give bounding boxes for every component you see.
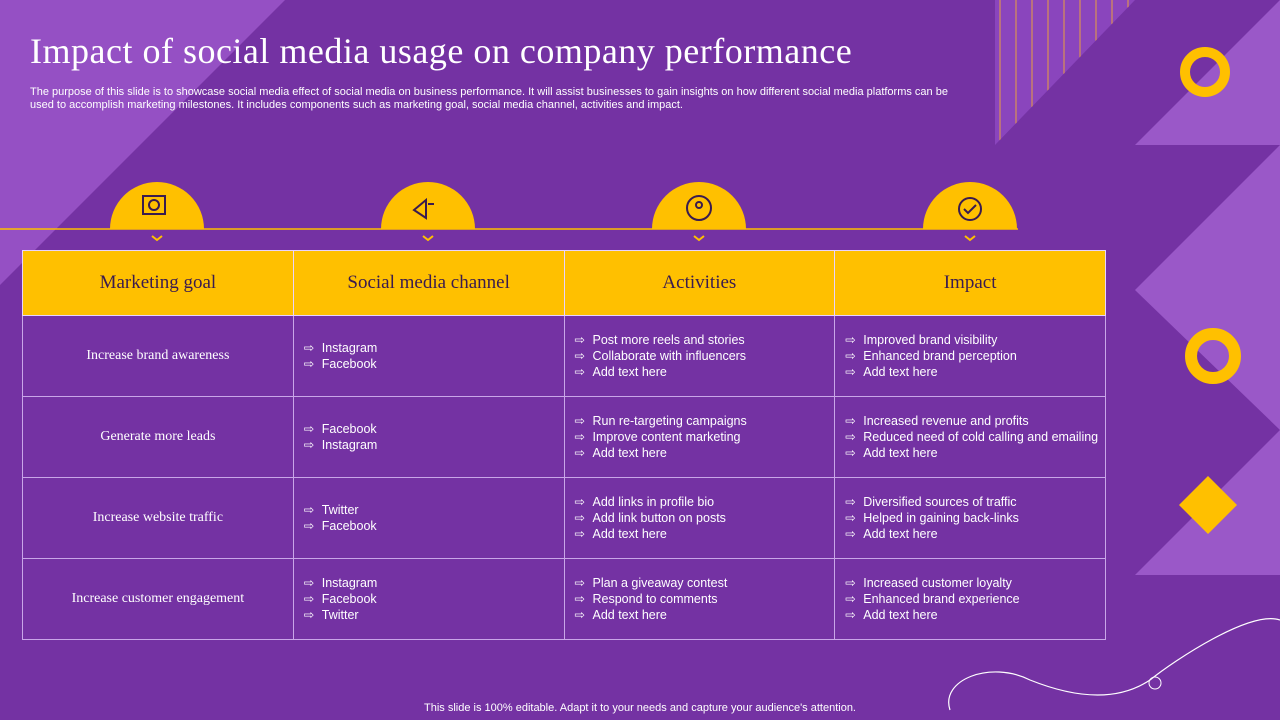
list-cell: Post more reels and storiesCollaborate w… [563, 315, 836, 397]
bullet-list: Post more reels and storiesCollaborate w… [565, 332, 835, 380]
bullet-item: Add text here [845, 445, 1105, 461]
column-header: Social media channel [292, 250, 565, 316]
bullet-list: Run re-targeting campaignsImprove conten… [565, 413, 835, 461]
bullet-item: Facebook [304, 518, 564, 534]
table-row: Increase brand awarenessInstagramFaceboo… [22, 315, 1106, 397]
goal-cell: Increase brand awareness [22, 315, 294, 397]
list-cell: Run re-targeting campaignsImprove conten… [563, 396, 836, 478]
goal-cell: Increase customer engagement [22, 558, 294, 640]
bullet-list: Add links in profile bioAdd link button … [565, 494, 835, 542]
table-body: Increase brand awarenessInstagramFaceboo… [22, 315, 1106, 640]
list-cell: InstagramFacebook [292, 315, 565, 397]
bullet-item: Post more reels and stories [575, 332, 835, 348]
bullet-item: Add text here [575, 526, 835, 542]
bullet-item: Increased revenue and profits [845, 413, 1105, 429]
bullet-item: Enhanced brand perception [845, 348, 1105, 364]
bullet-item: Diversified sources of traffic [845, 494, 1105, 510]
bullet-item: Facebook [304, 591, 564, 607]
bullet-list: InstagramFacebookTwitter [294, 575, 564, 623]
bullet-item: Add text here [575, 445, 835, 461]
bullet-list: InstagramFacebook [294, 340, 564, 372]
bullet-item: Respond to comments [575, 591, 835, 607]
list-cell: Increased customer loyaltyEnhanced brand… [834, 558, 1106, 640]
column-header: Impact [834, 250, 1106, 316]
bullet-item: Improved brand visibility [845, 332, 1105, 348]
bullet-item: Enhanced brand experience [845, 591, 1105, 607]
bullet-item: Collaborate with influencers [575, 348, 835, 364]
list-cell: Diversified sources of trafficHelped in … [834, 477, 1106, 559]
bullet-item: Add text here [575, 607, 835, 623]
bullet-item: Twitter [304, 607, 564, 623]
header-row: Marketing goal Social media channel Activi… [22, 250, 1106, 316]
bullet-item: Twitter [304, 502, 564, 518]
bullet-list: Increased customer loyaltyEnhanced brand… [835, 575, 1105, 623]
bullet-list: Plan a giveaway contestRespond to commen… [565, 575, 835, 623]
column-header: Marketing goal [22, 250, 294, 316]
bullet-item: Add links in profile bio [575, 494, 835, 510]
column-header: Activities [563, 250, 836, 316]
bullet-item: Instagram [304, 340, 564, 356]
bullet-item: Reduced need of cold calling and emailin… [845, 429, 1105, 445]
bullet-item: Improve content marketing [575, 429, 835, 445]
goal-cell: Increase website traffic [22, 477, 294, 559]
list-cell: TwitterFacebook [292, 477, 565, 559]
bullet-item: Add text here [845, 607, 1105, 623]
bullet-item: Add text here [575, 364, 835, 380]
bullet-item: Facebook [304, 356, 564, 372]
bullet-item: Helped in gaining back-links [845, 510, 1105, 526]
bullet-item: Facebook [304, 421, 564, 437]
table-row: Increase customer engagementInstagramFac… [22, 558, 1106, 640]
bullet-item: Plan a giveaway contest [575, 575, 835, 591]
list-cell: InstagramFacebookTwitter [292, 558, 565, 640]
bullet-item: Add text here [845, 526, 1105, 542]
bullet-item: Add link button on posts [575, 510, 835, 526]
bullet-item: Increased customer loyalty [845, 575, 1105, 591]
bullet-list: Increased revenue and profitsReduced nee… [835, 413, 1105, 461]
bullet-item: Instagram [304, 575, 564, 591]
description: The purpose of this slide is to showcase… [30, 86, 948, 111]
bullet-list: TwitterFacebook [294, 502, 564, 534]
list-cell: Improved brand visibilityEnhanced brand … [834, 315, 1106, 397]
table-row: Increase website trafficTwitterFacebookA… [22, 477, 1106, 559]
bullet-item: Run re-targeting campaigns [575, 413, 835, 429]
list-cell: FacebookInstagram [292, 396, 565, 478]
footer: This slide is 100% editable. Adapt it to… [424, 702, 856, 714]
table: Marketing goal Social media channel Activi… [22, 250, 1106, 640]
list-cell: Increased revenue and profitsReduced nee… [834, 396, 1106, 478]
table-row: Generate more leadsFacebookInstagramRun … [22, 396, 1106, 478]
bullet-item: Add text here [845, 364, 1105, 380]
goal-cell: Generate more leads [22, 396, 294, 478]
list-cell: Add links in profile bioAdd link button … [563, 477, 836, 559]
bullet-list: Improved brand visibilityEnhanced brand … [835, 332, 1105, 380]
title: Impact of social media usage on company … [30, 31, 853, 71]
bullet-item: Instagram [304, 437, 564, 453]
list-cell: Plan a giveaway contestRespond to commen… [563, 558, 836, 640]
bullet-list: Diversified sources of trafficHelped in … [835, 494, 1105, 542]
bullet-list: FacebookInstagram [294, 421, 564, 453]
